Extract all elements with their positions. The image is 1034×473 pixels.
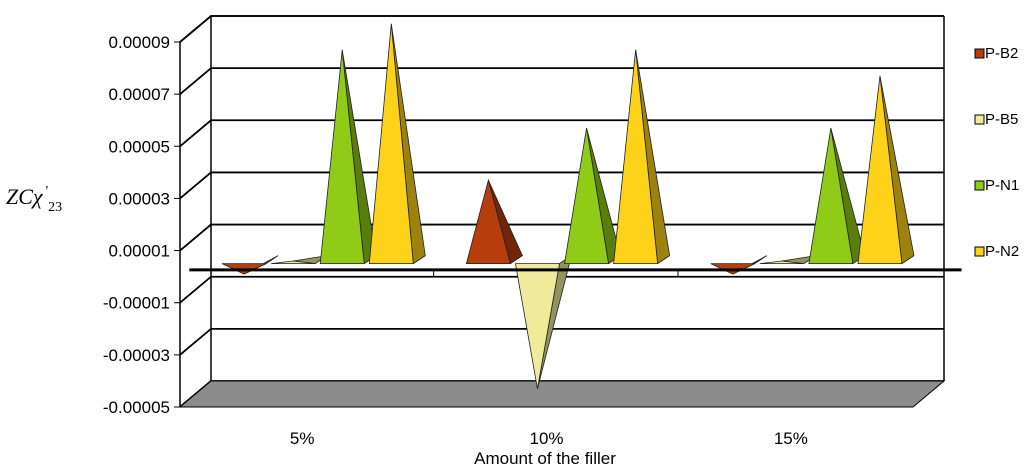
y-tick-label: 0.00003 (109, 189, 170, 208)
pyramid-p-n2-5pct (368, 23, 426, 265)
pyramid-front-face (319, 49, 365, 265)
pyramid-front-face (857, 75, 903, 265)
legend-item-p-b2: P-B2 (974, 45, 1018, 62)
pyramid-front-face (465, 178, 511, 265)
legend-item-p-n2: P-N2 (974, 243, 1019, 260)
y-axis-title: ZCχ ' 23 (6, 182, 62, 215)
x-axis-title: Amount of the filler (474, 449, 616, 468)
pyramid-p-n2-10pct (613, 49, 671, 265)
floor-plane (178, 380, 946, 408)
pyramid-front-face (514, 263, 560, 389)
gridline (179, 15, 944, 43)
legend-swatch (974, 114, 985, 125)
gridline (179, 223, 944, 252)
legend-swatch (974, 246, 985, 257)
legend-swatch (974, 180, 985, 191)
x-tick-label: 10% (529, 429, 563, 448)
pyramid-p-b5-15pct (759, 255, 817, 265)
chart-marks (189, 23, 962, 389)
y-axis-title-superscript: ' (46, 184, 49, 199)
pyramid-front-face (564, 128, 610, 265)
y-tick-label: -0.00005 (103, 398, 170, 417)
chart-floor (178, 380, 946, 408)
legend-label: P-N2 (985, 243, 1019, 260)
gridline (179, 119, 944, 147)
x-tick-label: 5% (290, 429, 315, 448)
y-tick-label: 0.00001 (109, 242, 170, 261)
y-tick-label: -0.00001 (103, 294, 170, 313)
legend-item-p-b5: P-B5 (974, 111, 1018, 128)
pyramid-p-n1-15pct (808, 127, 866, 265)
legend-label: P-B2 (985, 45, 1018, 62)
legend-label: P-B5 (985, 111, 1018, 128)
gridline (179, 67, 944, 95)
pyramid-p-b5-10pct (514, 254, 573, 389)
y-tick-label: 0.00009 (109, 33, 170, 52)
y-axis-title-base: ZCχ (6, 184, 44, 209)
pyramid-front-face (759, 260, 804, 265)
pyramid-p-n1-10pct (564, 127, 622, 265)
legend-label: P-N1 (985, 177, 1019, 194)
y-tick-label: -0.00003 (103, 346, 170, 365)
pyramid-front-face (808, 128, 854, 265)
legend-item-p-n1: P-N1 (974, 177, 1019, 194)
y-axis-title-subscript: 23 (48, 200, 62, 215)
gridline (179, 171, 944, 200)
y-tick-label: 0.00005 (109, 137, 170, 156)
pyramid-p-b5-5pct (271, 255, 328, 265)
pyramid-p-n1-5pct (319, 49, 377, 265)
x-axis-categories: 5% 10% 15% (290, 429, 808, 448)
y-axis-ticks: 0.00009 0.00007 0.00005 0.00003 0.00001 -0.00… (103, 33, 180, 417)
pyramid-front-face (271, 260, 316, 265)
gridline (179, 275, 944, 304)
pyramid-front-face (613, 49, 659, 265)
legend: P-B2 P-B5 P-N1 P-N2 (974, 45, 1019, 260)
gridline (179, 327, 944, 356)
legend-swatch (974, 48, 985, 59)
x-tick-label: 15% (774, 429, 808, 448)
pyramid-p-n2-15pct (857, 75, 915, 265)
pyramid-p-b2-10pct (465, 178, 523, 265)
y-tick-label: 0.00007 (109, 85, 170, 104)
pyramid-front-face (368, 23, 414, 265)
